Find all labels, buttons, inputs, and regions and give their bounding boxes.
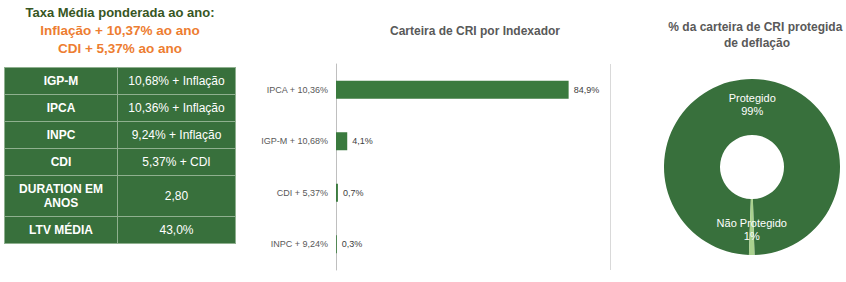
- html-text:43,0%: 43,0%: [159, 223, 194, 237]
- svg-text:IPCA + 10,36%: IPCA + 10,36%: [267, 85, 328, 95]
- svg-text:84,9%: 84,9%: [574, 85, 600, 95]
- svg-text:% da carteira de CRI protegida: % da carteira de CRI protegida: [668, 20, 845, 34]
- svg-text:0,3%: 0,3%: [342, 239, 363, 249]
- svg-text:Não Protegido: Não Protegido: [717, 217, 787, 229]
- html-text:LTV MÉDIA: LTV MÉDIA: [29, 223, 93, 237]
- svg-text:IGP-M + 10,68%: IGP-M + 10,68%: [261, 136, 328, 146]
- html-text:Inflação + 10,37% ao ano: Inflação + 10,37% ao ano: [40, 23, 200, 38]
- svg-text:de deflação: de deflação: [724, 36, 790, 50]
- html-text:10,68% + Inflação: 10,68% + Inflação: [128, 74, 225, 88]
- html-text:INPC: INPC: [46, 128, 76, 142]
- html-text:Taxa Média ponderada ao ano:: Taxa Média ponderada ao ano:: [25, 5, 215, 20]
- html-text:DURATION EM ANOS: DURATION EM ANOS: [19, 182, 103, 210]
- svg-text:CDI + 5,37%: CDI + 5,37%: [277, 188, 328, 198]
- html-text:2,80: 2,80: [164, 189, 189, 203]
- svg-text:Carteira de CRI por Indexador: Carteira de CRI por Indexador: [390, 24, 560, 38]
- html-text:9,24% + Inflação: 9,24% + Inflação: [131, 128, 222, 142]
- html-text:5,37% + CDI: 5,37% + CDI: [142, 155, 211, 169]
- svg-text:Protegido: Protegido: [729, 92, 776, 104]
- svg-text:99%: 99%: [741, 105, 763, 117]
- svg-text:INPC + 9,24%: INPC + 9,24%: [271, 239, 328, 249]
- html-text:10,36% + Inflação: 10,36% + Inflação: [128, 101, 225, 115]
- svg-text:4,1%: 4,1%: [352, 136, 373, 146]
- html-text:CDI: CDI: [50, 155, 72, 169]
- svg-text:1%: 1%: [744, 230, 760, 242]
- html-text:CDI + 5,37% ao ano: CDI + 5,37% ao ano: [57, 41, 183, 56]
- svg-text:0,7%: 0,7%: [343, 188, 364, 198]
- html-text:IGP-M: IGP-M: [43, 74, 79, 88]
- html-text:IPCA: IPCA: [46, 101, 76, 115]
